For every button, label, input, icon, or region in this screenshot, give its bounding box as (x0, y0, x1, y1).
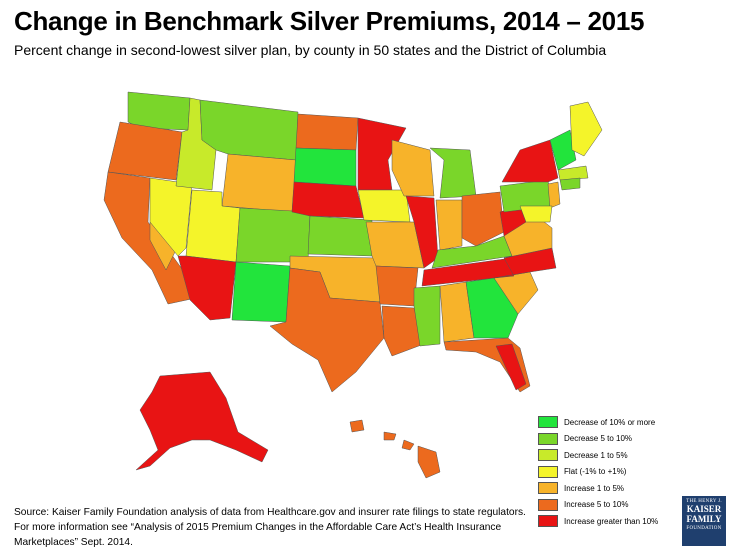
region-michigan (429, 147, 477, 199)
region-new-jersey (547, 181, 561, 209)
legend-item: Increase greater than 10% (538, 513, 708, 530)
region-vermont-nh (549, 129, 577, 171)
legend-swatch (538, 482, 558, 495)
region-nebraska (291, 181, 365, 219)
legend-swatch (538, 416, 558, 429)
region-new-mexico (231, 261, 291, 323)
region-kansas (307, 215, 373, 257)
logo-line: FAMILY (686, 514, 722, 524)
legend-item: Flat (-1% to +1%) (538, 464, 708, 481)
region-oregon (107, 121, 183, 181)
region-arkansas (375, 265, 419, 307)
source-note: Source: Kaiser Family Foundation analysi… (14, 507, 526, 548)
legend-label: Increase 5 to 10% (564, 500, 629, 510)
region-indiana (435, 199, 463, 251)
region-south-dakota (293, 147, 357, 187)
page-title: Change in Benchmark Silver Premiums, 201… (14, 6, 645, 36)
logo-line: FOUNDATION (686, 526, 722, 531)
region-florida-south (495, 343, 527, 391)
region-massachusetts (557, 165, 589, 181)
region-maryland (519, 205, 553, 223)
legend-item: Increase 5 to 10% (538, 497, 708, 514)
legend-label: Decrease 1 to 5% (564, 450, 628, 460)
region-hawaii-4 (417, 445, 441, 479)
region-ohio (461, 191, 505, 247)
region-wisconsin (391, 139, 435, 197)
region-hawaii-3 (401, 439, 415, 451)
legend-swatch (538, 432, 558, 445)
region-arizona (177, 255, 237, 321)
region-louisiana (381, 305, 425, 357)
region-colorado (235, 207, 311, 263)
legend-swatch (538, 465, 558, 478)
region-iowa (357, 189, 411, 223)
region-minnesota (357, 117, 407, 191)
logo-line: KAISER (686, 504, 722, 514)
region-hawaii-2 (383, 431, 397, 441)
region-alaska (135, 371, 269, 471)
region-new-york (501, 139, 559, 183)
legend: Decrease of 10% or more Decrease 5 to 10… (538, 414, 708, 530)
region-maine (569, 101, 603, 157)
region-georgia (465, 277, 519, 339)
region-washington (127, 91, 191, 131)
legend-label: Decrease of 10% or more (564, 417, 656, 427)
legend-swatch (538, 498, 558, 511)
legend-label: Decrease 5 to 10% (564, 434, 633, 444)
legend-swatch (538, 449, 558, 462)
legend-item: Decrease 1 to 5% (538, 447, 708, 464)
legend-item: Increase 1 to 5% (538, 480, 708, 497)
legend-item: Decrease 5 to 10% (538, 431, 708, 448)
logo-line: THE HENRY J. (686, 499, 722, 504)
region-illinois (405, 195, 439, 269)
page-subtitle: Percent change in second-lowest silver p… (14, 42, 607, 58)
region-mississippi (413, 285, 441, 347)
legend-swatch (538, 515, 558, 528)
legend-label: Increase 1 to 5% (564, 483, 625, 493)
legend-item: Decrease of 10% or more (538, 414, 708, 431)
legend-label: Flat (-1% to +1%) (564, 467, 627, 477)
legend-label: Increase greater than 10% (564, 516, 659, 526)
region-hawaii-1 (349, 419, 365, 433)
region-wyoming (221, 153, 297, 213)
region-north-dakota (295, 113, 359, 151)
region-connecticut (559, 177, 581, 191)
region-texas (269, 267, 385, 393)
kff-logo: THE HENRY J. KAISER FAMILY FOUNDATION (682, 496, 726, 546)
